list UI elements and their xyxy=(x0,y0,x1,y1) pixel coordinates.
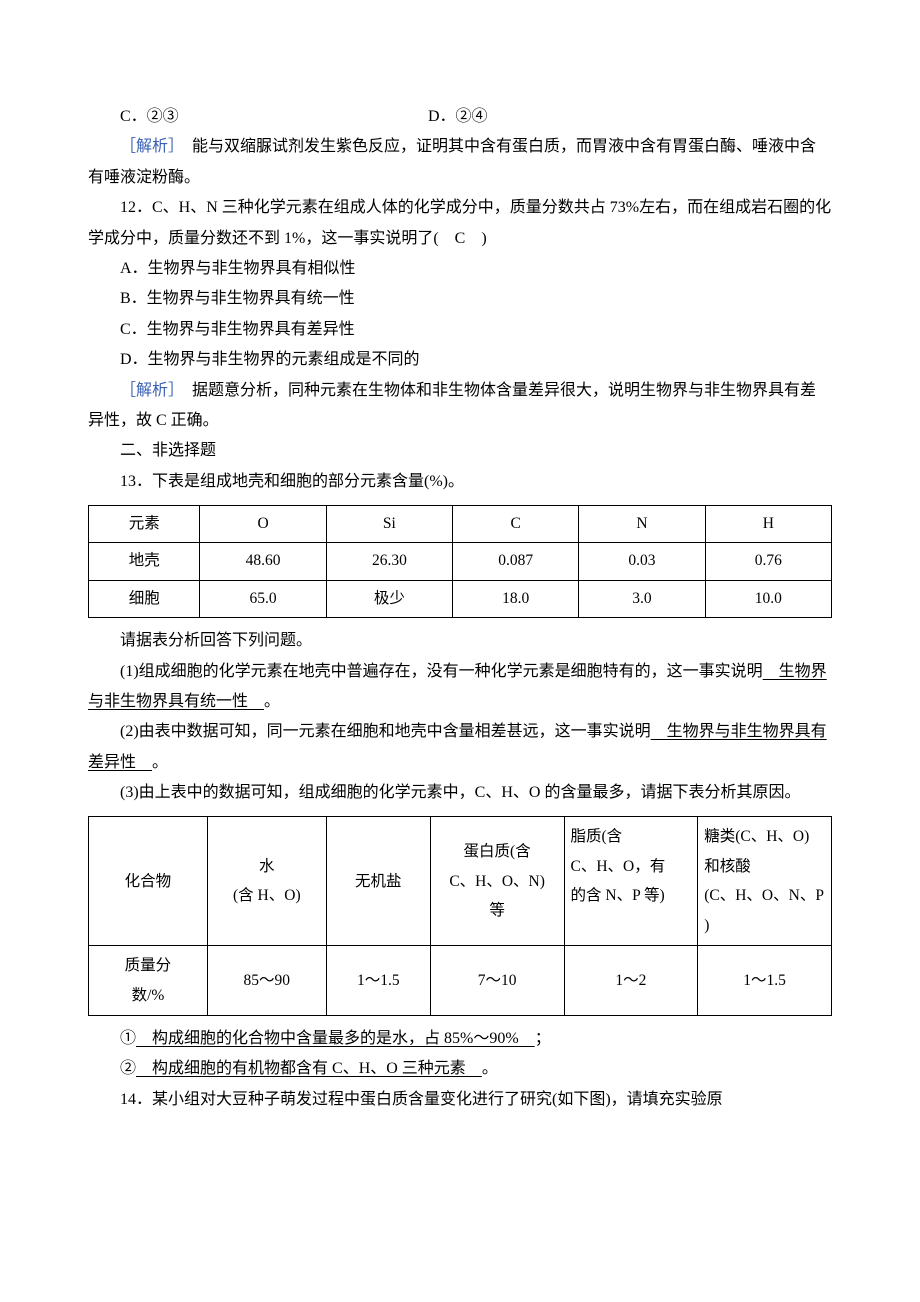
q13-p1a: (1)组成细胞的化学元素在地壳中普遍存在，没有一种化学元素是细胞特有的，这一事实… xyxy=(120,663,763,680)
table-cell: 1～1.5 xyxy=(698,946,832,1016)
table-cell: 水(含 H、O) xyxy=(207,817,326,946)
a2-underline: 构成细胞的有机物都含有 C、H、O 三种元素 xyxy=(136,1060,482,1077)
table-cell: 蛋白质(含C、H、O、N)等 xyxy=(430,817,564,946)
table-cell: 糖类(C、H、O)和核酸(C、H、O、N、P) xyxy=(698,817,832,946)
q12-c: C．生物界与非生物界具有差异性 xyxy=(88,315,832,345)
a1-prefix: ① xyxy=(120,1030,136,1047)
q13-p2b: 。 xyxy=(152,754,168,771)
table-cell: 细胞 xyxy=(89,580,200,617)
table-cell: 3.0 xyxy=(579,580,705,617)
q12-d: D．生物界与非生物界的元素组成是不同的 xyxy=(88,345,832,375)
table-cell: 0.76 xyxy=(705,543,831,580)
q13-p1: (1)组成细胞的化学元素在地壳中普遍存在，没有一种化学元素是细胞特有的，这一事实… xyxy=(88,657,832,718)
q13-p2a: (2)由表中数据可知，同一元素在细胞和地壳中含量相差甚远，这一事实说明 xyxy=(120,723,651,740)
q14-stem: 14．某小组对大豆种子萌发过程中蛋白质含量变化进行了研究(如下图)，请填充实验原 xyxy=(88,1085,832,1115)
table-row: 元素 O Si C N H xyxy=(89,506,832,543)
section-header: 二、非选择题 xyxy=(88,436,832,466)
q12-a: A．生物界与非生物界具有相似性 xyxy=(88,254,832,284)
table-row: 质量分数/% 85～90 1～1.5 7～10 1～2 1～1.5 xyxy=(89,946,832,1016)
analysis-text-2: 据题意分析，同种元素在生物体和非生物体含量差异很大，说明生物界与非生物界具有差异… xyxy=(88,382,816,429)
a2-prefix: ② xyxy=(120,1060,136,1077)
table-cell: N xyxy=(579,506,705,543)
table-cell: 1～1.5 xyxy=(326,946,430,1016)
table-cell: 极少 xyxy=(326,580,452,617)
option-row: C．②③ D．②④ xyxy=(88,102,832,132)
table-cell: O xyxy=(200,506,326,543)
table-cell: 7～10 xyxy=(430,946,564,1016)
q13-stem: 13．下表是组成地壳和细胞的部分元素含量(%)。 xyxy=(88,467,832,497)
table-cell: Si xyxy=(326,506,452,543)
table-cell: 1～2 xyxy=(564,946,698,1016)
option-c: C．②③ xyxy=(88,102,428,132)
table-cell: 地壳 xyxy=(89,543,200,580)
table-cell: C xyxy=(453,506,579,543)
table-cell: 脂质(含C、H、O，有的含 N、P 等) xyxy=(564,817,698,946)
q12-stem: 12．C、H、N 三种化学元素在组成人体的化学成分中，质量分数共占 73%左右，… xyxy=(88,193,832,254)
table-cell: 化合物 xyxy=(89,817,208,946)
table-cell: 无机盐 xyxy=(326,817,430,946)
a2-suffix: 。 xyxy=(482,1060,498,1077)
table-cell: 26.30 xyxy=(326,543,452,580)
table-cell: 65.0 xyxy=(200,580,326,617)
table-cell: 10.0 xyxy=(705,580,831,617)
table-cell: 0.087 xyxy=(453,543,579,580)
table-cell: 18.0 xyxy=(453,580,579,617)
a1-suffix: ； xyxy=(535,1030,551,1047)
q13-answer-line-1: ① 构成细胞的化合物中含量最多的是水，占 85%～90% ； xyxy=(88,1024,832,1054)
table-row: 细胞 65.0 极少 18.0 3.0 10.0 xyxy=(89,580,832,617)
a1-underline: 构成细胞的化合物中含量最多的是水，占 85%～90% xyxy=(136,1030,535,1047)
q13-answer-line-2: ② 构成细胞的有机物都含有 C、H、O 三种元素 。 xyxy=(88,1054,832,1084)
table-cell: H xyxy=(705,506,831,543)
analysis-2: ［解析］ 据题意分析，同种元素在生物体和非生物体含量差异很大，说明生物界与非生物… xyxy=(88,376,832,437)
table-cell: 质量分数/% xyxy=(89,946,208,1016)
q13-p3: (3)由上表中的数据可知，组成细胞的化学元素中，C、H、O 的含量最多，请据下表… xyxy=(88,778,832,808)
table-cell: 48.60 xyxy=(200,543,326,580)
table-cell: 0.03 xyxy=(579,543,705,580)
elements-table: 元素 O Si C N H 地壳 48.60 26.30 0.087 0.03 … xyxy=(88,505,832,618)
table-cell: 85～90 xyxy=(207,946,326,1016)
analysis-1: ［解析］ 能与双缩脲试剂发生紫色反应，证明其中含有蛋白质，而胃液中含有胃蛋白酶、… xyxy=(88,132,832,193)
analysis-label: ［解析］ xyxy=(120,138,176,155)
analysis-text: 能与双缩脲试剂发生紫色反应，证明其中含有蛋白质，而胃液中含有胃蛋白酶、唾液中含有… xyxy=(88,138,816,185)
table-row: 地壳 48.60 26.30 0.087 0.03 0.76 xyxy=(89,543,832,580)
q12-b: B．生物界与非生物界具有统一性 xyxy=(88,284,832,314)
compounds-table: 化合物 水(含 H、O) 无机盐 蛋白质(含C、H、O、N)等 脂质(含C、H、… xyxy=(88,816,832,1016)
q13-aftertable: 请据表分析回答下列问题。 xyxy=(88,626,832,656)
table-cell: 元素 xyxy=(89,506,200,543)
q13-p2: (2)由表中数据可知，同一元素在细胞和地壳中含量相差甚远，这一事实说明 生物界与… xyxy=(88,717,832,778)
analysis-label-2: ［解析］ xyxy=(120,382,176,399)
q13-p1b: 。 xyxy=(264,693,280,710)
table-row: 化合物 水(含 H、O) 无机盐 蛋白质(含C、H、O、N)等 脂质(含C、H、… xyxy=(89,817,832,946)
option-d: D．②④ xyxy=(428,102,832,132)
